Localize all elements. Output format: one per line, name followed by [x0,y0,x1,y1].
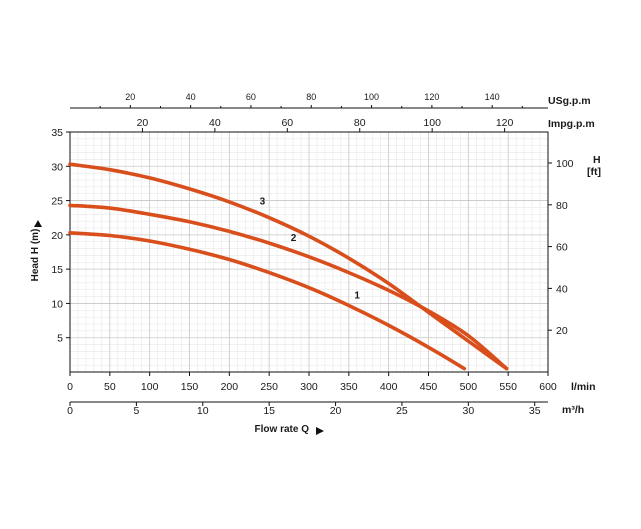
ft-tick-label: 80 [556,200,568,212]
curve-3 [68,162,509,371]
impgpm-tick-label: 80 [354,117,366,129]
usgpm-tick-label: 100 [364,92,379,102]
unit-ft-h: H [593,154,601,166]
m3h-tick-label: 30 [462,405,474,417]
x-tick-label: 200 [221,381,239,393]
labels: 0 50 100 150 200 250 300 350 400 450 500 550 6005101… [51,92,573,417]
curve-label-1: 1 [354,290,360,301]
x-axis-title: Flow rate Q [255,424,310,435]
m3h-tick-label: 25 [396,405,408,417]
ft-tick-label: 20 [556,325,568,337]
curve-1 [68,231,467,371]
x-tick-label: 550 [499,381,517,393]
impgpm-tick-label: 40 [209,117,221,129]
y-tick-label: 15 [51,264,63,276]
m3h-tick-label: 5 [133,405,139,417]
x-tick-label: 150 [181,381,199,393]
usgpm-tick-label: 80 [306,92,316,102]
unit-impgpm: Impg.p.m [548,118,595,130]
y-tick-label: 20 [51,230,63,242]
y-axis-arrow-icon [34,220,42,227]
m3h-tick-label: 15 [263,405,275,417]
usgpm-tick-label: 20 [125,92,135,102]
m3h-tick-label: 0 [67,405,73,417]
m3h-tick-label: 35 [529,405,541,417]
y-tick-label: 10 [51,298,63,310]
y-tick-label: 5 [57,333,63,345]
x-tick-label: 350 [340,381,358,393]
usgpm-tick-label: 40 [186,92,196,102]
x-axis-arrow-icon [316,427,324,435]
x-tick-label: 600 [539,381,557,393]
curve-2 [68,203,509,371]
unit-lmin: l/min [571,381,596,393]
impgpm-tick-label: 120 [496,117,514,129]
impgpm-tick-label: 100 [423,117,441,129]
grid [70,132,548,372]
curves [68,162,509,371]
unit-ft-ft: [ft] [587,166,601,178]
ft-tick-label: 40 [556,283,568,295]
impgpm-tick-label: 60 [281,117,293,129]
curve-label-3: 3 [260,196,266,207]
usgpm-tick-label: 60 [246,92,256,102]
x-tick-label: 50 [104,381,116,393]
x-tick-label: 250 [260,381,278,393]
unit-usgpm: USg.p.m [548,95,591,107]
x-tick-label: 300 [300,381,318,393]
x-tick-label: 450 [420,381,438,393]
y-tick-label: 30 [51,161,63,173]
usgpm-tick-label: 120 [424,92,439,102]
m3h-tick-label: 20 [330,405,342,417]
axes [66,105,552,406]
x-tick-label: 500 [460,381,478,393]
ft-tick-label: 100 [556,158,574,170]
usgpm-tick-label: 140 [485,92,500,102]
curve-label-2: 2 [291,233,297,244]
y-tick-label: 25 [51,196,63,208]
ft-tick-label: 60 [556,242,568,254]
x-tick-label: 100 [141,381,159,393]
impgpm-tick-label: 20 [137,117,149,129]
y-tick-label: 35 [51,127,63,139]
m3h-tick-label: 10 [197,405,209,417]
x-tick-label: 400 [380,381,398,393]
x-tick-label: 0 [67,381,73,393]
y-axis-title: Head H (m) [30,229,41,282]
unit-m3h: m³/h [562,404,584,416]
